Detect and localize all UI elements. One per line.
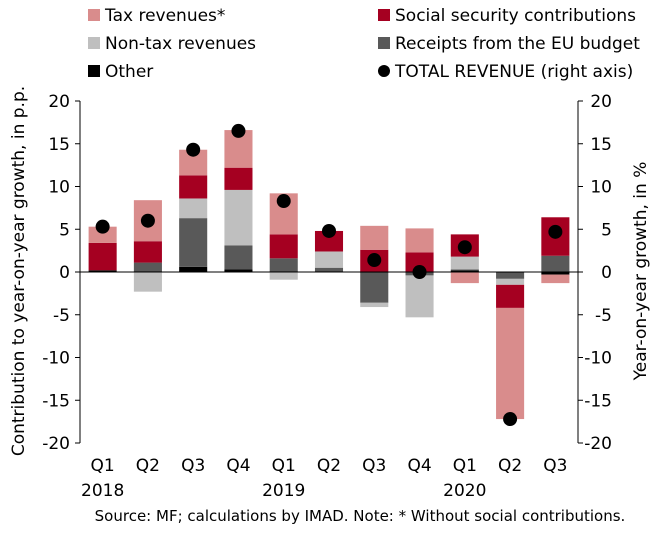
bar-non-tax-revenues-7 <box>405 275 434 318</box>
bar-social-security-contributions-9 <box>496 284 525 308</box>
y2-tick-label: 5 <box>601 220 612 240</box>
total-revenue-dot-8 <box>457 240 472 255</box>
bar-receipts-from-the-eu-budget-10 <box>541 255 570 272</box>
legend-label: Receipts from the EU budget <box>395 34 640 54</box>
y-tick-label: 5 <box>59 220 70 240</box>
bar-non-tax-revenues-5 <box>314 251 344 268</box>
bar-other-3 <box>224 269 253 272</box>
x-tick-label: Q1 <box>453 456 477 476</box>
legend-swatch <box>378 37 390 49</box>
total-revenue-dot-1 <box>140 213 155 228</box>
total-revenue-dot-6 <box>367 253 382 268</box>
bar-other-10 <box>541 272 570 275</box>
legend-label: Other <box>105 62 153 82</box>
total-revenue-dot-3 <box>231 123 246 138</box>
bar-non-tax-revenues-8 <box>450 256 479 270</box>
source-note: Source: MF; calculations by IMAD. Note: … <box>95 507 626 525</box>
legend-label: Non-tax revenues <box>105 34 256 54</box>
y-tick-label: 10 <box>48 178 70 198</box>
x-tick-label: Q4 <box>407 456 431 476</box>
bar-other-2 <box>179 266 208 272</box>
bar-receipts-from-the-eu-budget-1 <box>133 262 162 272</box>
plot-area <box>88 123 570 427</box>
bar-social-security-contributions-4 <box>269 234 298 259</box>
total-revenue-dot-9 <box>503 412 518 427</box>
y-tick-label: -15 <box>42 391 70 411</box>
x-tick-label: Q1 <box>91 456 115 476</box>
legend-swatch <box>88 37 100 49</box>
x-tick-label: Q4 <box>226 456 250 476</box>
y2-tick-label: 0 <box>601 263 612 283</box>
y2-tick-label: -20 <box>584 434 612 454</box>
y2-tick-label: -5 <box>595 306 612 326</box>
bar-tax-revenues-8 <box>450 272 479 284</box>
x-tick-label: Q2 <box>136 456 160 476</box>
bar-receipts-from-the-eu-budget-5 <box>314 267 344 272</box>
legend-label: TOTAL REVENUE (right axis) <box>394 62 633 82</box>
bar-tax-revenues-6 <box>360 225 389 250</box>
y-tick-label: 0 <box>59 263 70 283</box>
bar-social-security-contributions-3 <box>224 167 253 190</box>
bar-social-security-contributions-7 <box>405 252 434 272</box>
year-label: 2020 <box>443 481 486 501</box>
y-tick-label: -20 <box>42 434 70 454</box>
x-tick-label: Q3 <box>543 456 567 476</box>
year-label: 2019 <box>262 481 305 501</box>
y2-axis-label: Year-on-year growth, in % <box>631 162 651 382</box>
total-revenue-dot-0 <box>95 219 110 234</box>
total-revenue-dot-10 <box>548 224 563 239</box>
legend-label: Tax revenues* <box>104 6 225 26</box>
y-axis-label: Contribution to year-on-year growth, in … <box>9 86 29 456</box>
y-tick-label: 15 <box>48 135 70 155</box>
y2-tick-label: 15 <box>590 135 612 155</box>
bar-non-tax-revenues-2 <box>179 198 208 219</box>
bar-social-security-contributions-1 <box>133 241 162 263</box>
x-tick-label: Q2 <box>317 456 341 476</box>
legend-swatch <box>88 9 100 21</box>
year-label: 2018 <box>81 481 124 501</box>
x-tick-label: Q1 <box>272 456 296 476</box>
bar-receipts-from-the-eu-budget-9 <box>496 272 525 279</box>
x-tick-label: Q3 <box>362 456 386 476</box>
total-revenue-dot-4 <box>276 194 291 209</box>
bar-non-tax-revenues-4 <box>269 272 298 280</box>
bar-receipts-from-the-eu-budget-6 <box>360 272 389 303</box>
legend: Tax revenues* Social security contributio… <box>88 6 640 82</box>
y2-tick-label: 10 <box>590 178 612 198</box>
y2-tick-label: -10 <box>584 349 612 369</box>
bar-receipts-from-the-eu-budget-2 <box>179 218 208 267</box>
bar-receipts-from-the-eu-budget-8 <box>450 269 479 271</box>
bar-non-tax-revenues-1 <box>133 272 162 292</box>
x-tick-label: Q2 <box>498 456 522 476</box>
bar-tax-revenues-9 <box>496 307 525 420</box>
total-revenue-dot-5 <box>322 223 336 238</box>
y-tick-label: -10 <box>42 349 70 369</box>
bar-tax-revenues-10 <box>541 274 570 284</box>
total-revenue-dot-2 <box>186 142 201 157</box>
legend-label: Social security contributions <box>395 6 636 26</box>
legend-swatch-total-revenue <box>378 65 390 77</box>
bar-non-tax-revenues-3 <box>224 189 253 246</box>
bar-social-security-contributions-2 <box>179 175 208 199</box>
y2-tick-label: -15 <box>584 391 612 411</box>
bar-tax-revenues-0 <box>88 226 117 243</box>
bar-tax-revenues-7 <box>405 228 434 253</box>
y-tick-label: 20 <box>48 92 70 112</box>
y-tick-label: -5 <box>53 306 70 326</box>
bar-non-tax-revenues-6 <box>360 302 389 308</box>
y2-tick-label: 20 <box>590 92 612 112</box>
bar-other-0 <box>88 270 117 272</box>
bar-social-security-contributions-0 <box>88 242 117 271</box>
bar-receipts-from-the-eu-budget-4 <box>269 258 298 272</box>
x-tick-label: Q3 <box>181 456 205 476</box>
bar-social-security-contributions-5 <box>314 230 344 252</box>
bar-non-tax-revenues-9 <box>496 278 525 285</box>
legend-swatch <box>88 65 100 77</box>
bar-other-8 <box>450 270 479 272</box>
legend-swatch <box>378 9 390 21</box>
bar-receipts-from-the-eu-budget-3 <box>224 245 253 270</box>
